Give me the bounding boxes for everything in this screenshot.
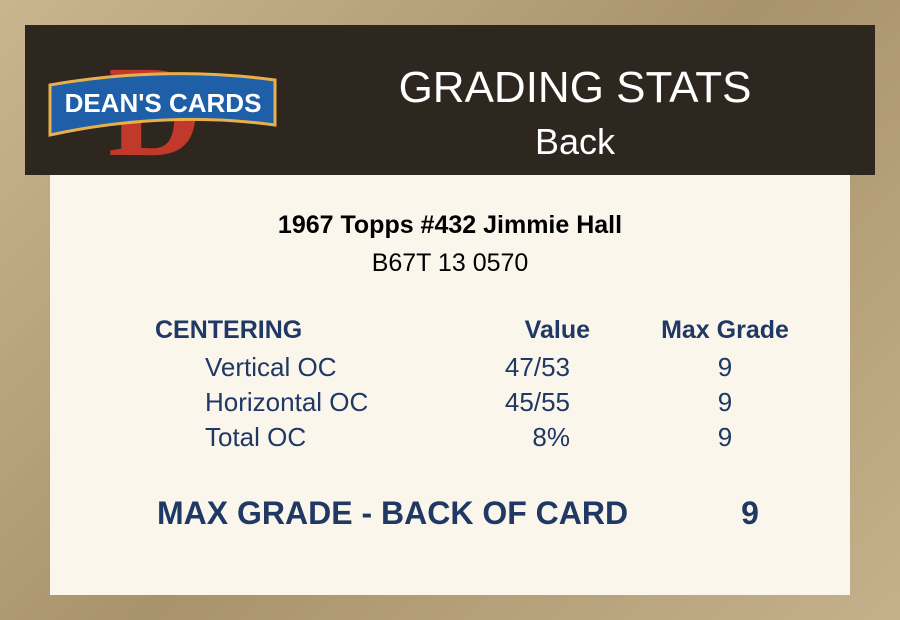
- logo: D DEAN'S CARDS: [48, 40, 277, 175]
- cell: Total OC: [205, 422, 307, 452]
- summary-value: 9: [741, 495, 759, 531]
- cell: 8%: [532, 422, 570, 452]
- logo-text: DEAN'S CARDS: [65, 88, 262, 118]
- title: GRADING STATS: [398, 63, 752, 112]
- card-name: 1967 Topps #432 Jimmie Hall: [277, 211, 623, 239]
- cell: 45/55: [504, 387, 570, 417]
- col-header: Value: [524, 316, 590, 344]
- cell: 9: [717, 387, 733, 417]
- cell: Vertical OC: [205, 352, 337, 382]
- col-header: CENTERING: [155, 316, 303, 344]
- panel: 1967 Topps #432 Jimmie Hall B67T 13 0570…: [50, 175, 850, 595]
- cell: Horizontal OC: [205, 387, 369, 417]
- col-header: Max Grade: [661, 316, 789, 344]
- header: D DEAN'S CARDS GRADING STATS Back: [25, 25, 875, 175]
- subtitle: Back: [534, 121, 616, 162]
- logo-banner: [48, 72, 277, 137]
- cert-number: B67T 13 0570: [371, 249, 529, 277]
- summary-label: MAX GRADE - BACK OF CARD: [157, 495, 629, 531]
- cell: 47/53: [504, 352, 570, 382]
- cell: 9: [717, 422, 733, 452]
- cell: 9: [717, 352, 733, 382]
